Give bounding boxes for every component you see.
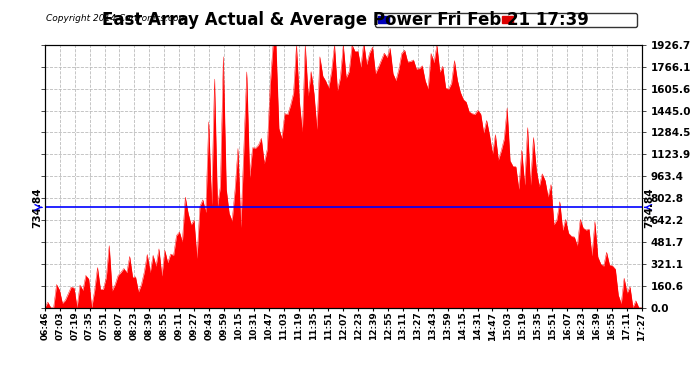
Legend: Average  (DC Watts), East Array  (DC Watts): Average (DC Watts), East Array (DC Watts… [375,13,637,27]
Text: East Array Actual & Average Power Fri Feb 21 17:39: East Array Actual & Average Power Fri Fe… [101,11,589,29]
Text: 734.84: 734.84 [644,187,655,228]
Text: Copyright 2014 Cartronics.com: Copyright 2014 Cartronics.com [46,13,187,22]
Text: 734.84: 734.84 [32,187,42,228]
